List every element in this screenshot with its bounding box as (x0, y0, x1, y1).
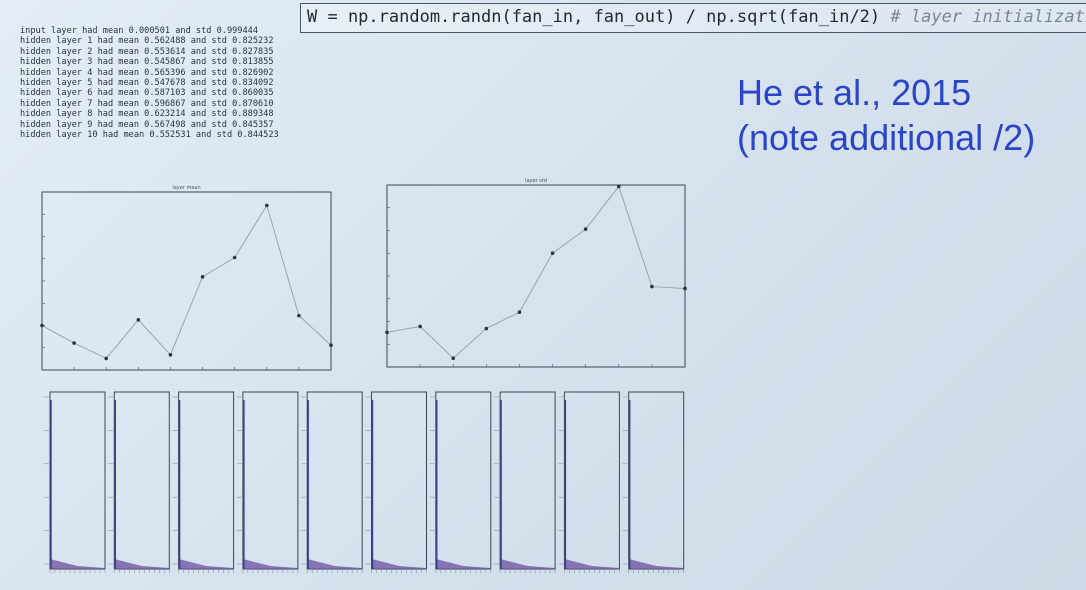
std-plot-point (650, 284, 654, 289)
citation-note: He et al., 2015 (note additional /2) (737, 70, 1035, 160)
histogram-fill (371, 559, 427, 569)
std-plot-point (418, 324, 422, 329)
histogram-panel (108, 391, 170, 573)
mean-plot-point (136, 317, 141, 322)
histogram-fill (178, 559, 234, 569)
stat-line-hidden-9: hidden layer 9 had mean 0.567498 and std… (20, 119, 274, 130)
histogram-panel (429, 391, 492, 573)
stat-line-hidden-7: hidden layer 7 had mean 0.596867 and std… (20, 98, 274, 109)
histogram-frame (178, 391, 235, 570)
std-plot-point (683, 286, 687, 291)
mean-plot-point (329, 343, 333, 348)
stat-line-hidden-2: hidden layer 2 had mean 0.553614 and std… (20, 46, 274, 57)
mean-plot-title: layer mean (172, 185, 200, 191)
std-plot-point (484, 326, 489, 331)
histogram-frame (435, 391, 492, 570)
stat-line-hidden-6: hidden layer 6 had mean 0.587103 and std… (20, 88, 274, 99)
code-expression: W = np.random.randn(fan_in, fan_out) / n… (307, 7, 891, 27)
histogram-row (44, 391, 685, 573)
histogram-fill (114, 559, 170, 569)
histogram-fill (628, 559, 684, 569)
histogram-frame (242, 391, 299, 570)
stat-line-hidden-5: hidden layer 5 had mean 0.547678 and std… (20, 78, 274, 89)
mean-plot-point (72, 341, 76, 345)
stat-line-input: input layer had mean 0.000501 and std 0.… (20, 26, 258, 36)
histogram-panel (44, 391, 106, 573)
mean-plot-point (297, 313, 301, 318)
histogram-panel (494, 391, 556, 573)
mean-plot-point (264, 203, 269, 208)
histogram-fill (242, 559, 298, 569)
mean-plot-point (200, 275, 205, 279)
layer-stats-log: input layer had mean 0.000501 and std 0.… (20, 26, 279, 140)
std-plot-series-line (386, 185, 686, 359)
histogram-fill (500, 559, 556, 569)
std-plot-point (385, 330, 389, 335)
std-plot-title: layer std (525, 178, 547, 184)
histogram-panel (365, 391, 427, 573)
histogram-panel (622, 391, 685, 573)
mean-plot-point (40, 323, 44, 328)
std-plot-point (517, 310, 522, 314)
mean-plot-point (168, 353, 173, 357)
histogram-frame (306, 391, 363, 570)
histogram-fill (50, 559, 105, 569)
histogram-frame (113, 391, 170, 570)
code-comment: # layer initialization (890, 7, 1086, 27)
mean-plot-series-line (41, 204, 332, 360)
std-plot-chart: layer std (385, 178, 687, 368)
mean-plot-point (232, 255, 237, 260)
histogram-frame (49, 391, 106, 570)
histogram-panel (236, 391, 299, 573)
stat-line-hidden-1: hidden layer 1 had mean 0.562488 and std… (20, 36, 274, 47)
histogram-frame (499, 391, 556, 570)
citation-line-2: (note additional /2) (737, 117, 1036, 158)
stat-line-hidden-10: hidden layer 10 had mean 0.552531 and st… (20, 130, 279, 141)
mean-plot-chart: layer mean (40, 185, 333, 371)
code-line-box: W = np.random.randn(fan_in, fan_out) / n… (300, 3, 1086, 33)
histogram-fill (564, 559, 620, 569)
histogram-frame (563, 391, 620, 570)
std-plot-frame (386, 184, 686, 368)
histogram-panel (558, 391, 620, 573)
histogram-panel (301, 391, 363, 573)
mean-plot-frame (41, 191, 332, 371)
histogram-fill (307, 559, 363, 569)
stat-line-hidden-3: hidden layer 3 had mean 0.545867 and std… (20, 57, 274, 68)
histogram-panel (172, 391, 235, 573)
histogram-frame (628, 391, 685, 570)
stat-line-hidden-8: hidden layer 8 had mean 0.623214 and std… (20, 109, 274, 120)
citation-line-1: He et al., 2015 (737, 72, 972, 113)
std-plot-point (583, 227, 588, 231)
histogram-fill (435, 559, 491, 569)
std-plot-point (616, 184, 621, 189)
stat-line-hidden-4: hidden layer 4 had mean 0.565396 and std… (20, 67, 274, 78)
histogram-frame (371, 391, 427, 570)
std-plot-point (550, 251, 555, 255)
mean-plot-point (104, 356, 109, 361)
std-plot-point (451, 356, 456, 361)
